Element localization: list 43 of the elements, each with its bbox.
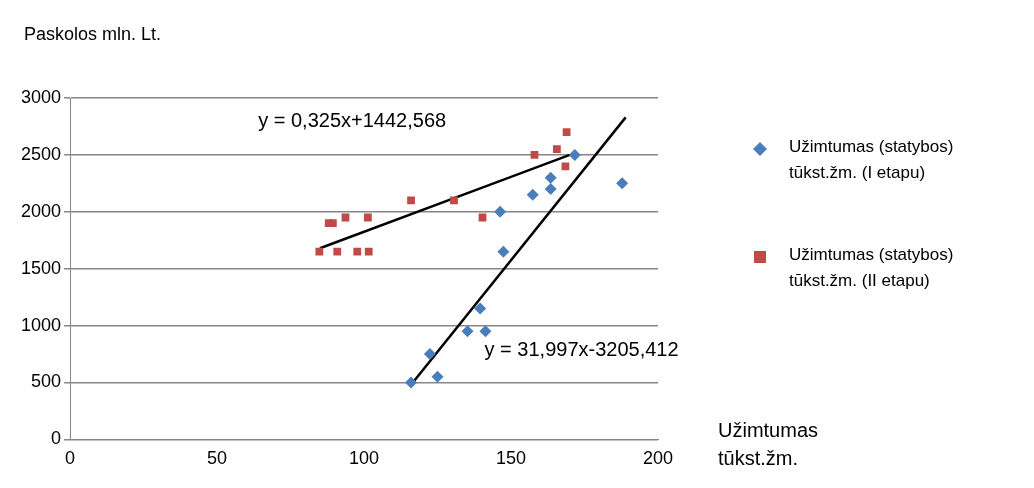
- point: [561, 162, 570, 171]
- annotation: y = 0,325x+1442,568: [258, 109, 447, 132]
- point: [423, 348, 436, 361]
- y-tick-label: 1000: [21, 314, 62, 335]
- point: [544, 183, 557, 196]
- point: [405, 376, 418, 389]
- y-tick-label: 2000: [21, 200, 62, 221]
- x-tick-label: 50: [207, 448, 228, 469]
- y-tick-label: 3000: [21, 86, 62, 107]
- point: [461, 325, 474, 338]
- point: [474, 302, 487, 315]
- y-tick-label: 500: [31, 371, 62, 392]
- point: [479, 325, 492, 338]
- x-tick-label: 0: [65, 448, 76, 469]
- point: [431, 370, 444, 383]
- point: [494, 205, 507, 218]
- point: [407, 196, 415, 205]
- point: [530, 151, 539, 159]
- x-axis-title: Užimtumas tūkst.žm.: [718, 418, 819, 471]
- point: [364, 247, 373, 256]
- point: [450, 196, 458, 205]
- point: [616, 177, 629, 190]
- y-tick-label: 2500: [21, 143, 62, 164]
- point: [568, 148, 581, 161]
- point: [353, 247, 362, 256]
- point: [497, 245, 510, 258]
- point: [526, 188, 539, 201]
- point: [552, 145, 561, 154]
- legend-label: Užimtumas (statybos) tūkst.žm. (I etapu): [789, 136, 955, 184]
- x-tick-label: 150: [495, 448, 527, 469]
- point: [562, 128, 571, 137]
- point: [333, 247, 342, 256]
- x-tick-label: 200: [642, 448, 674, 469]
- point: [544, 171, 557, 184]
- y-axis-title: Paskolos mln. Lt.: [24, 24, 162, 45]
- legend-label: Užimtumas (statybos) tūkst.žm. (II etapu): [789, 244, 955, 292]
- y-tick-label: 0: [51, 428, 62, 449]
- annotation: y = 31,997x-3205,412: [484, 338, 679, 361]
- point: [363, 213, 372, 222]
- point: [315, 247, 324, 256]
- x-tick-label: 100: [349, 448, 380, 469]
- point: [328, 219, 337, 228]
- y-tick-label: 1500: [21, 257, 62, 278]
